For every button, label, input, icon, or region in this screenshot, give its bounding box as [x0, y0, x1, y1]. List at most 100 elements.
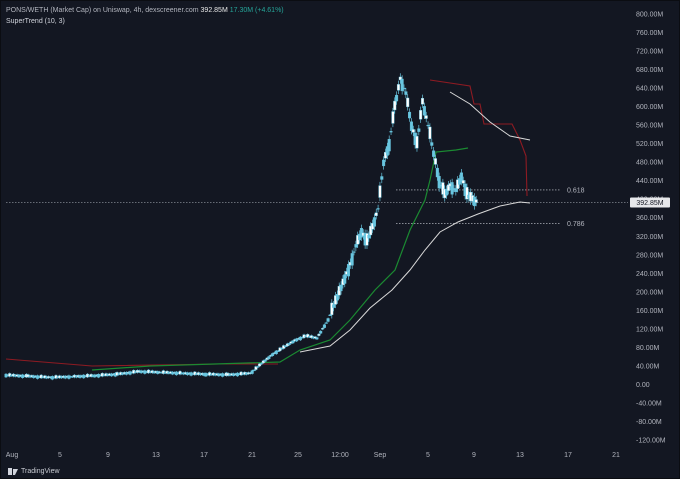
fib-level-label: 0.618 — [567, 187, 585, 194]
candle-body — [365, 233, 369, 246]
moving-average-line — [449, 91, 531, 141]
y-axis-tick-label: 480.00M — [636, 160, 663, 167]
candle-body — [417, 128, 421, 132]
current-price: 392.85M — [200, 7, 228, 14]
candle-body — [380, 176, 384, 180]
candle-body — [298, 336, 302, 341]
candle-body — [274, 350, 278, 355]
supertrend-up-line — [91, 147, 469, 371]
candle-body — [322, 324, 326, 328]
candle-body — [419, 110, 423, 120]
candle-body — [402, 87, 406, 90]
candle-body — [400, 78, 404, 92]
y-axis-tick-label: 520.00M — [636, 141, 663, 148]
candle-body — [369, 225, 373, 236]
candle-body — [396, 84, 400, 91]
pair-title: PONS/WETH (Market Cap) on Uniswap, 4h, d… — [6, 7, 199, 14]
x-axis-tick-label: 21 — [612, 452, 620, 459]
candle-body — [382, 159, 386, 167]
candle-body — [282, 345, 286, 349]
chart-header: PONS/WETH (Market Cap) on Uniswap, 4h, d… — [6, 6, 284, 27]
candle-body — [432, 150, 436, 157]
candle-body — [317, 333, 321, 336]
y-axis-tick-label: 80.00M — [636, 345, 660, 352]
candle-body — [372, 217, 376, 227]
candle-body — [378, 185, 382, 198]
x-axis-tick-label: 9 — [472, 452, 476, 459]
candle-body — [433, 158, 437, 165]
candle-body — [324, 322, 328, 324]
candle-body — [354, 244, 358, 248]
x-axis-tick-label: 13 — [516, 452, 524, 459]
candle-body — [306, 334, 310, 338]
candle-body — [250, 370, 254, 374]
y-axis-tick-label: -40.00M — [636, 400, 662, 407]
candle-body — [441, 182, 445, 195]
candle-body — [332, 304, 336, 308]
candle-body — [352, 251, 356, 253]
candle-body — [387, 139, 391, 152]
y-axis-tick-label: 280.00M — [636, 252, 663, 259]
candle-body — [437, 176, 441, 189]
moving-average-line — [299, 201, 531, 353]
candle-body — [446, 184, 450, 191]
candle-body — [346, 264, 350, 277]
y-axis-tick-label: 200.00M — [636, 289, 663, 296]
candle-body — [465, 186, 469, 200]
candle-body — [291, 340, 295, 344]
y-axis-tick-label: 120.00M — [636, 326, 663, 333]
candle-body — [426, 124, 430, 127]
y-axis-tick-label: 0.00 — [636, 382, 650, 389]
candle-body — [435, 167, 439, 178]
x-axis-tick-label: 5 — [58, 452, 62, 459]
candle-body — [389, 131, 393, 133]
candle-body — [430, 142, 434, 146]
candle-body — [259, 363, 263, 365]
candle-body — [461, 180, 465, 184]
y-axis-tick-label: 560.00M — [636, 123, 663, 130]
y-axis-tick-label: 360.00M — [636, 215, 663, 222]
candle-body — [330, 302, 334, 315]
candle-body — [422, 106, 426, 116]
candle-body — [411, 129, 415, 133]
y-axis-tick-label: 640.00M — [636, 86, 663, 93]
candle-body — [421, 98, 425, 105]
candle-body — [406, 97, 410, 108]
candle-body — [263, 359, 267, 362]
y-axis-tick-label: 440.00M — [636, 178, 663, 185]
y-axis-tick-label: -80.00M — [636, 419, 662, 426]
candle-body — [445, 189, 449, 196]
fib-level-label: 0.786 — [567, 221, 585, 228]
candle-body — [271, 353, 275, 356]
current-price-badge — [630, 197, 670, 208]
header-row-1: PONS/WETH (Market Cap) on Uniswap, 4h, d… — [6, 6, 284, 16]
candle-body — [454, 188, 458, 193]
x-axis-tick-label: 25 — [294, 452, 302, 459]
candle-body — [424, 115, 428, 119]
y-axis-tick-label: 760.00M — [636, 30, 663, 37]
candle-body — [409, 121, 413, 131]
candle-body — [408, 111, 412, 119]
candle-body — [295, 338, 299, 342]
candle-body — [315, 337, 319, 340]
current-price-label: 392.85M — [636, 200, 663, 207]
x-axis-tick-label: 17 — [200, 452, 208, 459]
candle-body — [267, 356, 271, 360]
candle-body — [39, 374, 43, 379]
candle-body — [374, 212, 378, 216]
indicator-label: SuperTrend (10, 3) — [6, 18, 65, 25]
candle-body — [261, 360, 265, 364]
candle-body — [339, 284, 343, 292]
candle-body — [278, 347, 282, 352]
y-axis-tick-label: 680.00M — [636, 67, 663, 74]
candle-body — [256, 366, 260, 368]
supertrend-down-line — [429, 79, 528, 197]
candle-body — [398, 76, 402, 81]
candle-body — [287, 343, 291, 346]
y-axis-tick-label: 800.00M — [636, 12, 663, 19]
x-axis-tick-label: Aug — [6, 452, 19, 459]
candle-body — [376, 208, 380, 210]
candle-body — [326, 318, 330, 322]
x-axis-tick-label: 21 — [248, 452, 256, 459]
